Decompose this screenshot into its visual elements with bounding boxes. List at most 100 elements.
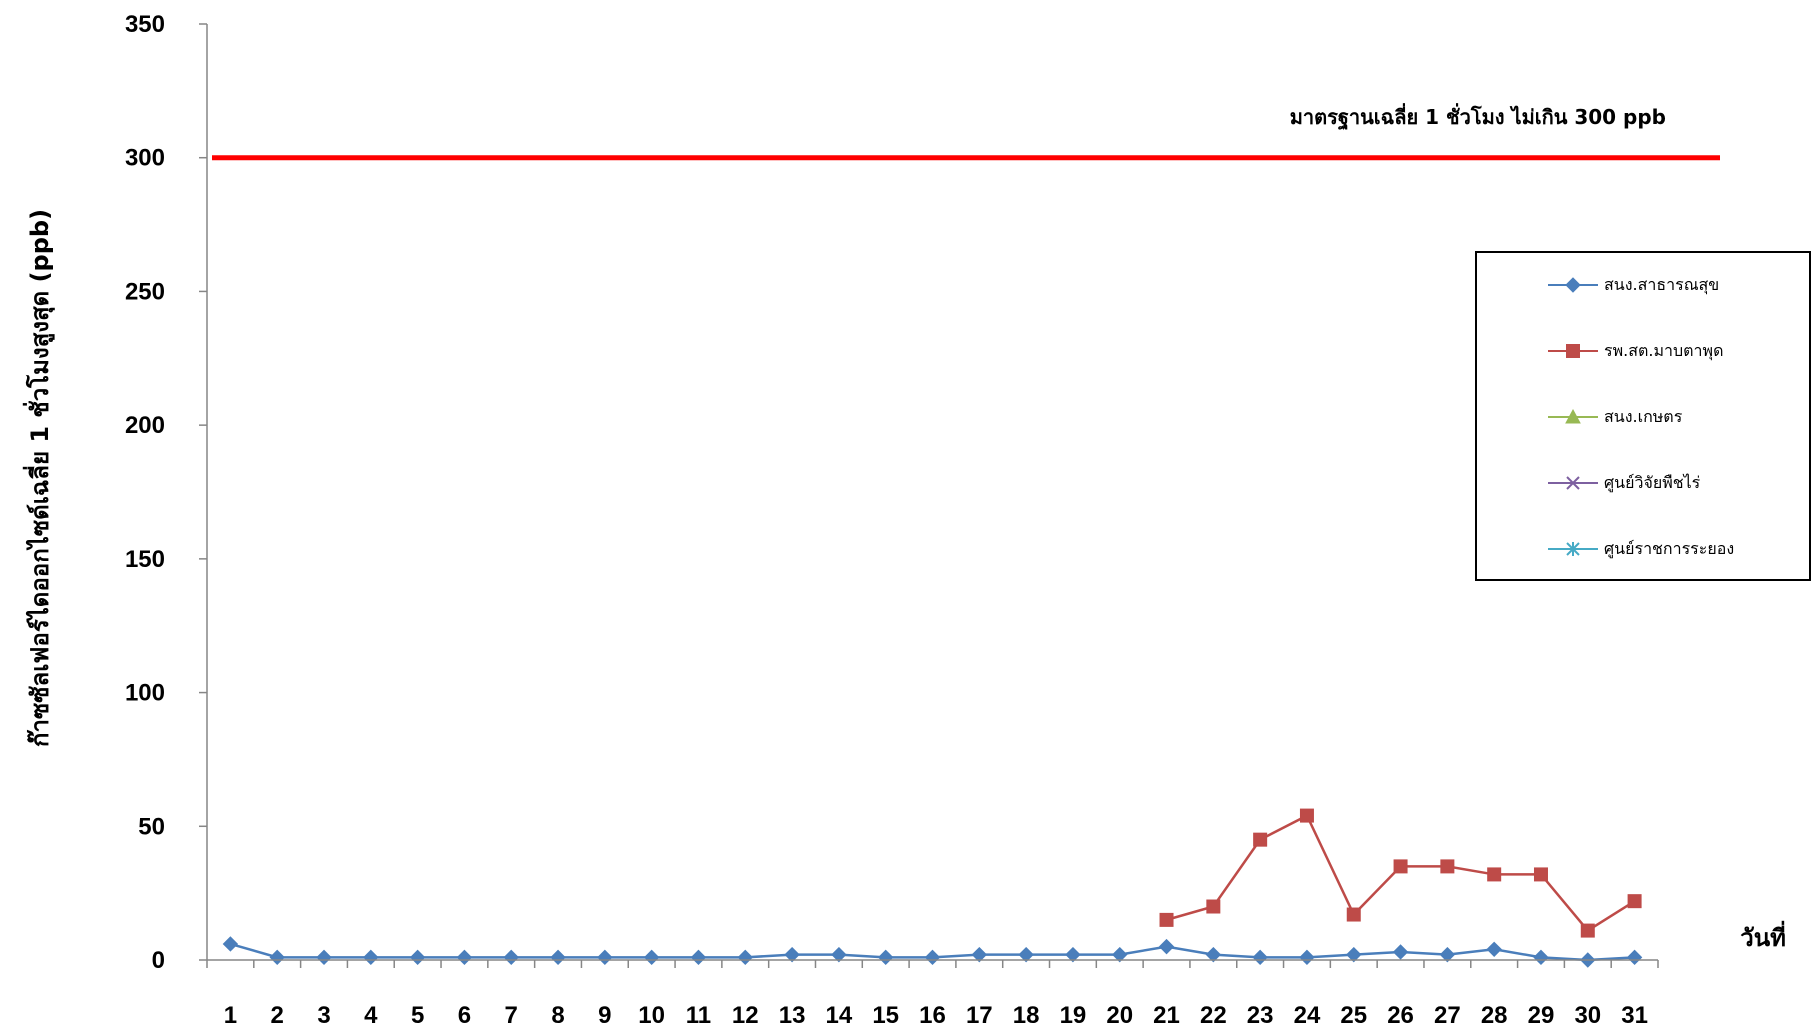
series-point <box>971 946 988 963</box>
series-group-item <box>222 936 1643 968</box>
series-point <box>597 949 613 966</box>
legend-swatch-marker <box>1565 408 1581 424</box>
x-tick-label: 12 <box>732 1002 759 1029</box>
series-point <box>1393 859 1408 874</box>
legend-label: สนง.สาธารณสุข <box>1604 275 1719 295</box>
series-point <box>1533 949 1549 966</box>
series-point <box>1487 867 1502 882</box>
legend-frame <box>1475 251 1811 581</box>
x-tick-label: 18 <box>1013 1002 1040 1029</box>
series-point <box>831 946 847 963</box>
y-tick-label: 100 <box>125 680 165 707</box>
series-point <box>690 949 707 966</box>
series-point <box>269 949 285 966</box>
x-tick-label: 1 <box>224 1002 237 1029</box>
legend-item: สนง.สาธารณสุข <box>1548 275 1719 295</box>
x-tick-label: 22 <box>1200 1002 1227 1029</box>
y-ticks: 0 50 100 150 200 250 300 350 <box>125 11 207 974</box>
x-tick-label: 2 <box>271 1002 284 1029</box>
series-point <box>363 949 379 966</box>
legend-item: สนง.เกษตร <box>1548 407 1683 426</box>
x-tick-label: 14 <box>826 1002 853 1029</box>
series-point <box>877 949 894 966</box>
series-point <box>1252 949 1268 966</box>
series-group-item <box>1159 808 1642 938</box>
series-point <box>1158 938 1175 955</box>
x-tick-label: 23 <box>1247 1002 1274 1029</box>
x-tick-label: 16 <box>919 1002 946 1029</box>
x-tick-label: 25 <box>1340 1002 1367 1029</box>
legend-item: รพ.สต.มาบตาพุด <box>1548 341 1723 361</box>
x-ticks: 1 2 3 4 5 6 7 8 9 10 11 12 13 14 15 16 17 18 19 20 21 22 23 24 2… <box>206 960 1659 1029</box>
series-point <box>1206 899 1221 914</box>
y-tick-label: 150 <box>125 546 165 573</box>
series-point <box>1299 949 1315 966</box>
legend-label: ศูนย์ราชการระยอง <box>1604 539 1734 559</box>
legend-label: รพ.สต.มาบตาพุด <box>1604 341 1723 361</box>
series-point <box>1486 941 1502 958</box>
series-point <box>1346 946 1362 963</box>
x-tick-label: 6 <box>458 1002 471 1029</box>
legend-item: ศูนย์วิจัยพืชไร่ <box>1548 473 1701 493</box>
legend-label: ศูนย์วิจัยพืชไร่ <box>1604 473 1701 493</box>
x-tick-label: 4 <box>364 1002 378 1029</box>
series-point <box>222 936 239 952</box>
series-point <box>1112 946 1128 963</box>
series-point <box>1580 923 1595 938</box>
x-tick-label: 9 <box>598 1002 611 1029</box>
plot-area <box>212 155 1720 968</box>
x-tick-label: 11 <box>686 1002 711 1029</box>
series-point <box>316 949 332 966</box>
x-tick-label: 29 <box>1528 1002 1555 1029</box>
series-group <box>222 808 1643 968</box>
series-point <box>784 946 800 963</box>
reference-line-label: มาตรฐานเฉลี่ย 1 ชั่วโมง ไม่เกิน 300 ppb <box>1290 102 1666 131</box>
x-tick-label: 5 <box>411 1002 424 1029</box>
series-point <box>1205 946 1222 963</box>
legend-item: ศูนย์ราชการระยอง <box>1548 539 1734 559</box>
series-point <box>1392 944 1409 960</box>
y-tick-label: 250 <box>125 278 165 305</box>
y-tick-label: 200 <box>125 412 165 439</box>
series-point <box>1159 912 1174 927</box>
y-tick-label: 0 <box>152 947 165 974</box>
series-point <box>1065 946 1081 963</box>
series-point <box>924 949 941 966</box>
x-tick-label: 8 <box>551 1002 564 1029</box>
x-tick-label: 26 <box>1387 1002 1414 1029</box>
legend-label: สนง.เกษตร <box>1604 407 1683 426</box>
series-point <box>643 949 660 966</box>
x-tick-label: 15 <box>872 1002 899 1029</box>
x-tick-label: 24 <box>1294 1002 1321 1029</box>
x-tick-label: 20 <box>1106 1002 1133 1029</box>
series-point <box>1253 832 1268 847</box>
series-point <box>1533 867 1548 882</box>
y-tick-label: 350 <box>125 11 165 38</box>
legend-swatch-marker <box>1566 344 1580 358</box>
x-tick-label: 27 <box>1434 1002 1461 1029</box>
legend-swatch-marker <box>1565 277 1581 293</box>
legend-swatch-marker <box>1566 476 1580 490</box>
series-point <box>550 949 566 966</box>
y-tick-label: 300 <box>125 145 165 172</box>
series-point <box>737 949 753 966</box>
x-axis-title: วันที่ <box>1740 920 1786 952</box>
x-tick-label: 21 <box>1153 1002 1180 1029</box>
x-tick-label: 30 <box>1574 1002 1601 1029</box>
series-point <box>503 949 519 966</box>
series-point <box>1018 946 1034 963</box>
series-point <box>1440 859 1455 874</box>
legend-swatch-marker <box>1566 542 1580 556</box>
series-point <box>1346 907 1361 922</box>
legend: สนง.สาธารณสุขรพ.สต.มาบตาพุดสนง.เกษตรศูนย… <box>1475 251 1811 581</box>
series-point <box>409 949 426 966</box>
series-point <box>1627 894 1642 909</box>
x-tick-label: 28 <box>1481 1002 1508 1029</box>
series-point <box>456 949 473 966</box>
series-point <box>1299 808 1314 823</box>
x-tick-label: 10 <box>638 1002 665 1029</box>
x-tick-label: 3 <box>317 1002 330 1029</box>
x-tick-label: 31 <box>1621 1002 1648 1029</box>
